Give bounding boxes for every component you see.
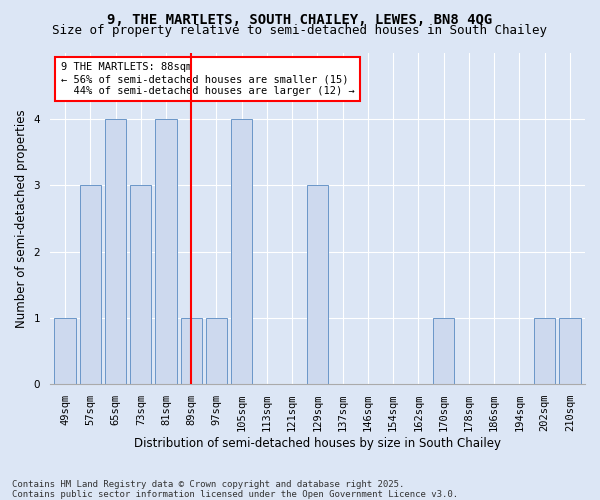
Bar (559, 318, 581, 384)
Text: Contains HM Land Registry data © Crown copyright and database right 2025.
Contai: Contains HM Land Registry data © Crown c… (12, 480, 458, 499)
Text: 9, THE MARTLETS, SOUTH CHAILEY, LEWES, BN8 4QG: 9, THE MARTLETS, SOUTH CHAILEY, LEWES, B… (107, 12, 493, 26)
Text: 9 THE MARTLETS: 88sqm
← 56% of semi-detached houses are smaller (15)
  44% of se: 9 THE MARTLETS: 88sqm ← 56% of semi-deta… (61, 62, 355, 96)
X-axis label: Distribution of semi-detached houses by size in South Chailey: Distribution of semi-detached houses by … (134, 437, 501, 450)
Text: Size of property relative to semi-detached houses in South Chailey: Size of property relative to semi-detach… (53, 24, 548, 37)
Y-axis label: Number of semi-detached properties: Number of semi-detached properties (15, 109, 28, 328)
Bar (534, 318, 556, 384)
Bar (307, 185, 328, 384)
Bar (181, 318, 202, 384)
Bar (433, 318, 454, 384)
Bar (105, 119, 126, 384)
Bar (80, 185, 101, 384)
Bar (231, 119, 253, 384)
Bar (130, 185, 151, 384)
Bar (155, 119, 177, 384)
Bar (55, 318, 76, 384)
Bar (206, 318, 227, 384)
